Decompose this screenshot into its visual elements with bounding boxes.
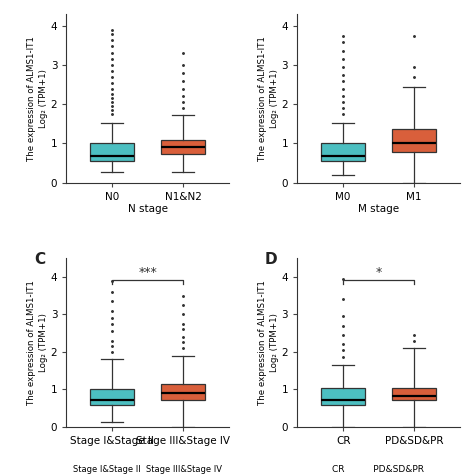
Text: ***: *** — [138, 266, 157, 279]
X-axis label: CR          PD&SD&PR: CR PD&SD&PR — [332, 465, 425, 474]
PathPatch shape — [91, 144, 134, 161]
PathPatch shape — [91, 389, 134, 405]
PathPatch shape — [321, 389, 365, 405]
Text: D: D — [264, 252, 277, 266]
Text: C: C — [34, 252, 45, 266]
PathPatch shape — [321, 144, 365, 161]
PathPatch shape — [392, 389, 436, 400]
Y-axis label: The expression of ALMS1-IT1
Log₂ (TPM+1): The expression of ALMS1-IT1 Log₂ (TPM+1) — [27, 280, 48, 405]
Y-axis label: The expression of ALMS1-IT1
Log₂ (TPM+1): The expression of ALMS1-IT1 Log₂ (TPM+1) — [27, 36, 48, 161]
X-axis label: Stage I&Stage II  Stage III&Stage IV: Stage I&Stage II Stage III&Stage IV — [73, 465, 222, 474]
X-axis label: M stage: M stage — [358, 204, 399, 214]
Y-axis label: The expression of ALMS1-IT1
Log₂ (TPM+1): The expression of ALMS1-IT1 Log₂ (TPM+1) — [258, 36, 279, 161]
PathPatch shape — [392, 128, 436, 152]
X-axis label: N stage: N stage — [128, 204, 168, 214]
PathPatch shape — [161, 140, 205, 155]
PathPatch shape — [161, 383, 205, 400]
Text: *: * — [375, 266, 382, 279]
Y-axis label: The expression of ALMS1-IT1
Log₂ (TPM+1): The expression of ALMS1-IT1 Log₂ (TPM+1) — [258, 280, 279, 405]
